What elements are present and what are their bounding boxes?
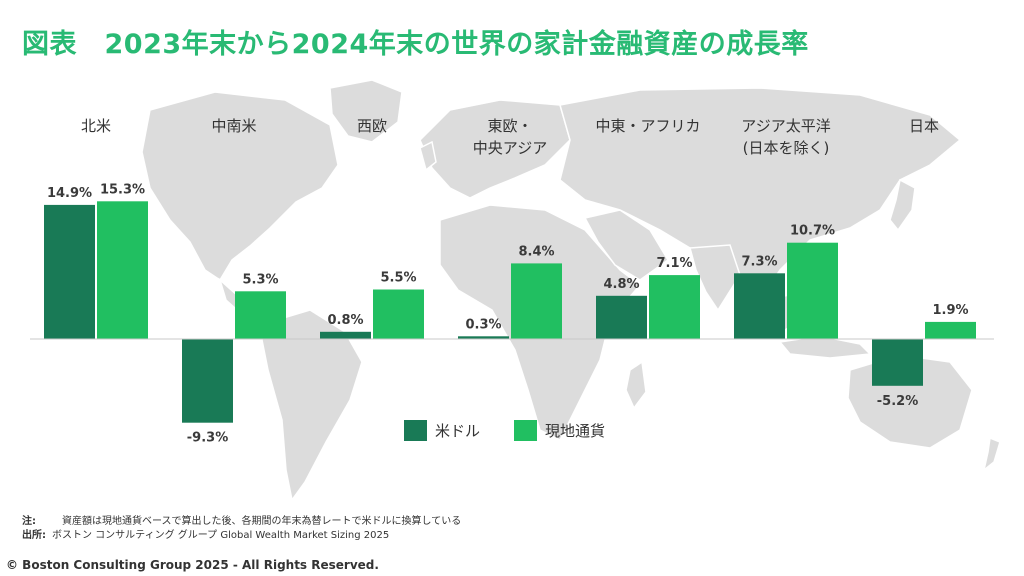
region-label: アジア太平洋(日本を除く) (741, 117, 830, 157)
bar-local (373, 289, 424, 339)
legend: 米ドル 現地通貨 (404, 420, 605, 441)
data-label: 14.9% (47, 186, 92, 201)
bar-usd (872, 339, 923, 386)
legend-item-local: 現地通貨 (514, 420, 605, 441)
data-label: 0.3% (465, 317, 501, 332)
data-label: 15.3% (100, 182, 145, 197)
copyright: © Boston Consulting Group 2025 - All Rig… (6, 558, 379, 572)
legend-swatch-usd (404, 420, 427, 441)
bar-local (649, 275, 700, 339)
bar-local (787, 242, 838, 339)
chart-title: 図表 2023年末から2024年末の世界の家計金融資産の成長率 (22, 29, 809, 60)
source-text: ボストン コンサルティング グループ Global Wealth Market … (52, 530, 390, 541)
bar-local (235, 291, 286, 339)
data-label: 0.8% (327, 313, 363, 328)
bar-local (511, 263, 562, 339)
world-map-background (141, 79, 1001, 502)
data-label: -5.2% (877, 394, 918, 409)
region-label: 北米 (81, 117, 111, 135)
bar-usd (458, 336, 509, 339)
legend-label-local: 現地通貨 (545, 422, 606, 440)
bar-usd (182, 339, 233, 423)
note-line: 注: 資産額は現地通貨ベースで算出した後、各期間の年末為替レートで米ドルに換算して… (22, 515, 461, 529)
data-label: 5.3% (242, 272, 278, 287)
region-label: 西欧 (357, 117, 387, 135)
region-label: 日本 (909, 117, 939, 135)
legend-item-usd: 米ドル (404, 420, 480, 441)
data-label: 1.9% (932, 303, 968, 318)
region-label: 中南米 (211, 117, 256, 135)
note-text: 資産額は現地通貨ベースで算出した後、各期間の年末為替レートで米ドルに換算している (62, 516, 462, 527)
source-key: 出所: (22, 530, 46, 541)
legend-swatch-local (514, 420, 538, 441)
data-label: 5.5% (380, 271, 416, 286)
bar-usd (734, 273, 785, 339)
region-label: 東欧・中央アジア (473, 117, 547, 157)
legend-label-usd: 米ドル (435, 422, 481, 440)
bar-usd (44, 204, 95, 339)
data-label: 8.4% (518, 244, 554, 259)
footnotes: 注: 資産額は現地通貨ベースで算出した後、各期間の年末為替レートで米ドルに換算して… (22, 515, 461, 543)
data-label: 7.1% (656, 256, 692, 271)
data-label: 7.3% (741, 254, 777, 269)
bar-local (97, 201, 148, 339)
region-label: 中東・アフリカ (595, 117, 700, 135)
bar-usd (596, 295, 647, 339)
data-label: 4.8% (603, 277, 639, 292)
source-line: 出所: ボストン コンサルティング グループ Global Wealth Mark… (22, 529, 461, 543)
bar-usd (320, 331, 371, 339)
bar-local (925, 321, 976, 339)
data-label: 10.7% (790, 224, 835, 239)
data-label: -9.3% (187, 431, 228, 446)
note-key: 注: (22, 516, 36, 527)
